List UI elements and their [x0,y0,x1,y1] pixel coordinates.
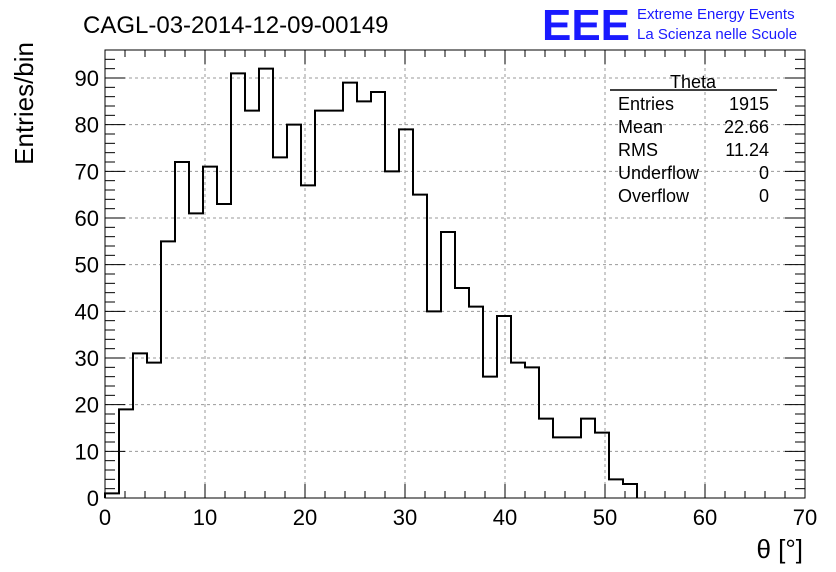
y-tick-label: 30 [75,346,99,371]
x-tick-label: 20 [293,505,317,530]
stats-box: Theta Entries 1915 Mean 22.66 RMS 11.24 Underf… [610,72,777,206]
stats-value: 1915 [729,94,769,114]
y-tick-label: 0 [87,486,99,511]
grid-lines [105,50,805,498]
chart-title: CAGL-03-2014-12-09-00149 [83,12,389,39]
x-axis-label: θ [°] [756,534,803,564]
x-tick-label: 10 [193,505,217,530]
logo-line-1: Extreme Energy Events [637,6,795,23]
logo-line-2: La Scienza nelle Scuole [637,26,797,43]
stats-value: 0 [759,186,769,206]
stats-label: Mean [618,117,663,137]
y-tick-label: 20 [75,393,99,418]
stats-value: 0 [759,163,769,183]
x-tick-label: 0 [99,505,111,530]
y-tick-label: 10 [75,439,99,464]
stats-value: 11.24 [725,140,769,160]
stats-label: RMS [618,140,658,160]
stats-value: 22.66 [724,117,769,137]
y-axis-label: Entries/bin [9,42,39,165]
y-tick-label: 70 [75,159,99,184]
stats-label: Overflow [618,186,690,206]
logo-letters: EEE [542,1,630,50]
x-tick-label: 70 [793,505,817,530]
histogram-line [104,67,638,498]
axis-ticks [104,49,806,499]
y-tick-label: 60 [75,206,99,231]
x-tick-label: 40 [493,505,517,530]
x-tick-label: 30 [393,505,417,530]
stats-label: Entries [618,94,674,114]
y-tick-label: 80 [75,113,99,138]
x-tick-label: 60 [693,505,717,530]
stats-label: Underflow [618,163,700,183]
y-tick-label: 90 [75,66,99,91]
stats-box-title: Theta [670,72,717,92]
tick-labels: 0 10 20 30 40 50 60 70 0 10 20 30 40 50 60 70 80 90 [75,66,818,530]
y-tick-label: 50 [75,253,99,278]
x-tick-label: 50 [593,505,617,530]
logo: EEE Extreme Energy Events La Scienza nel… [542,1,797,50]
y-tick-label: 40 [75,299,99,324]
